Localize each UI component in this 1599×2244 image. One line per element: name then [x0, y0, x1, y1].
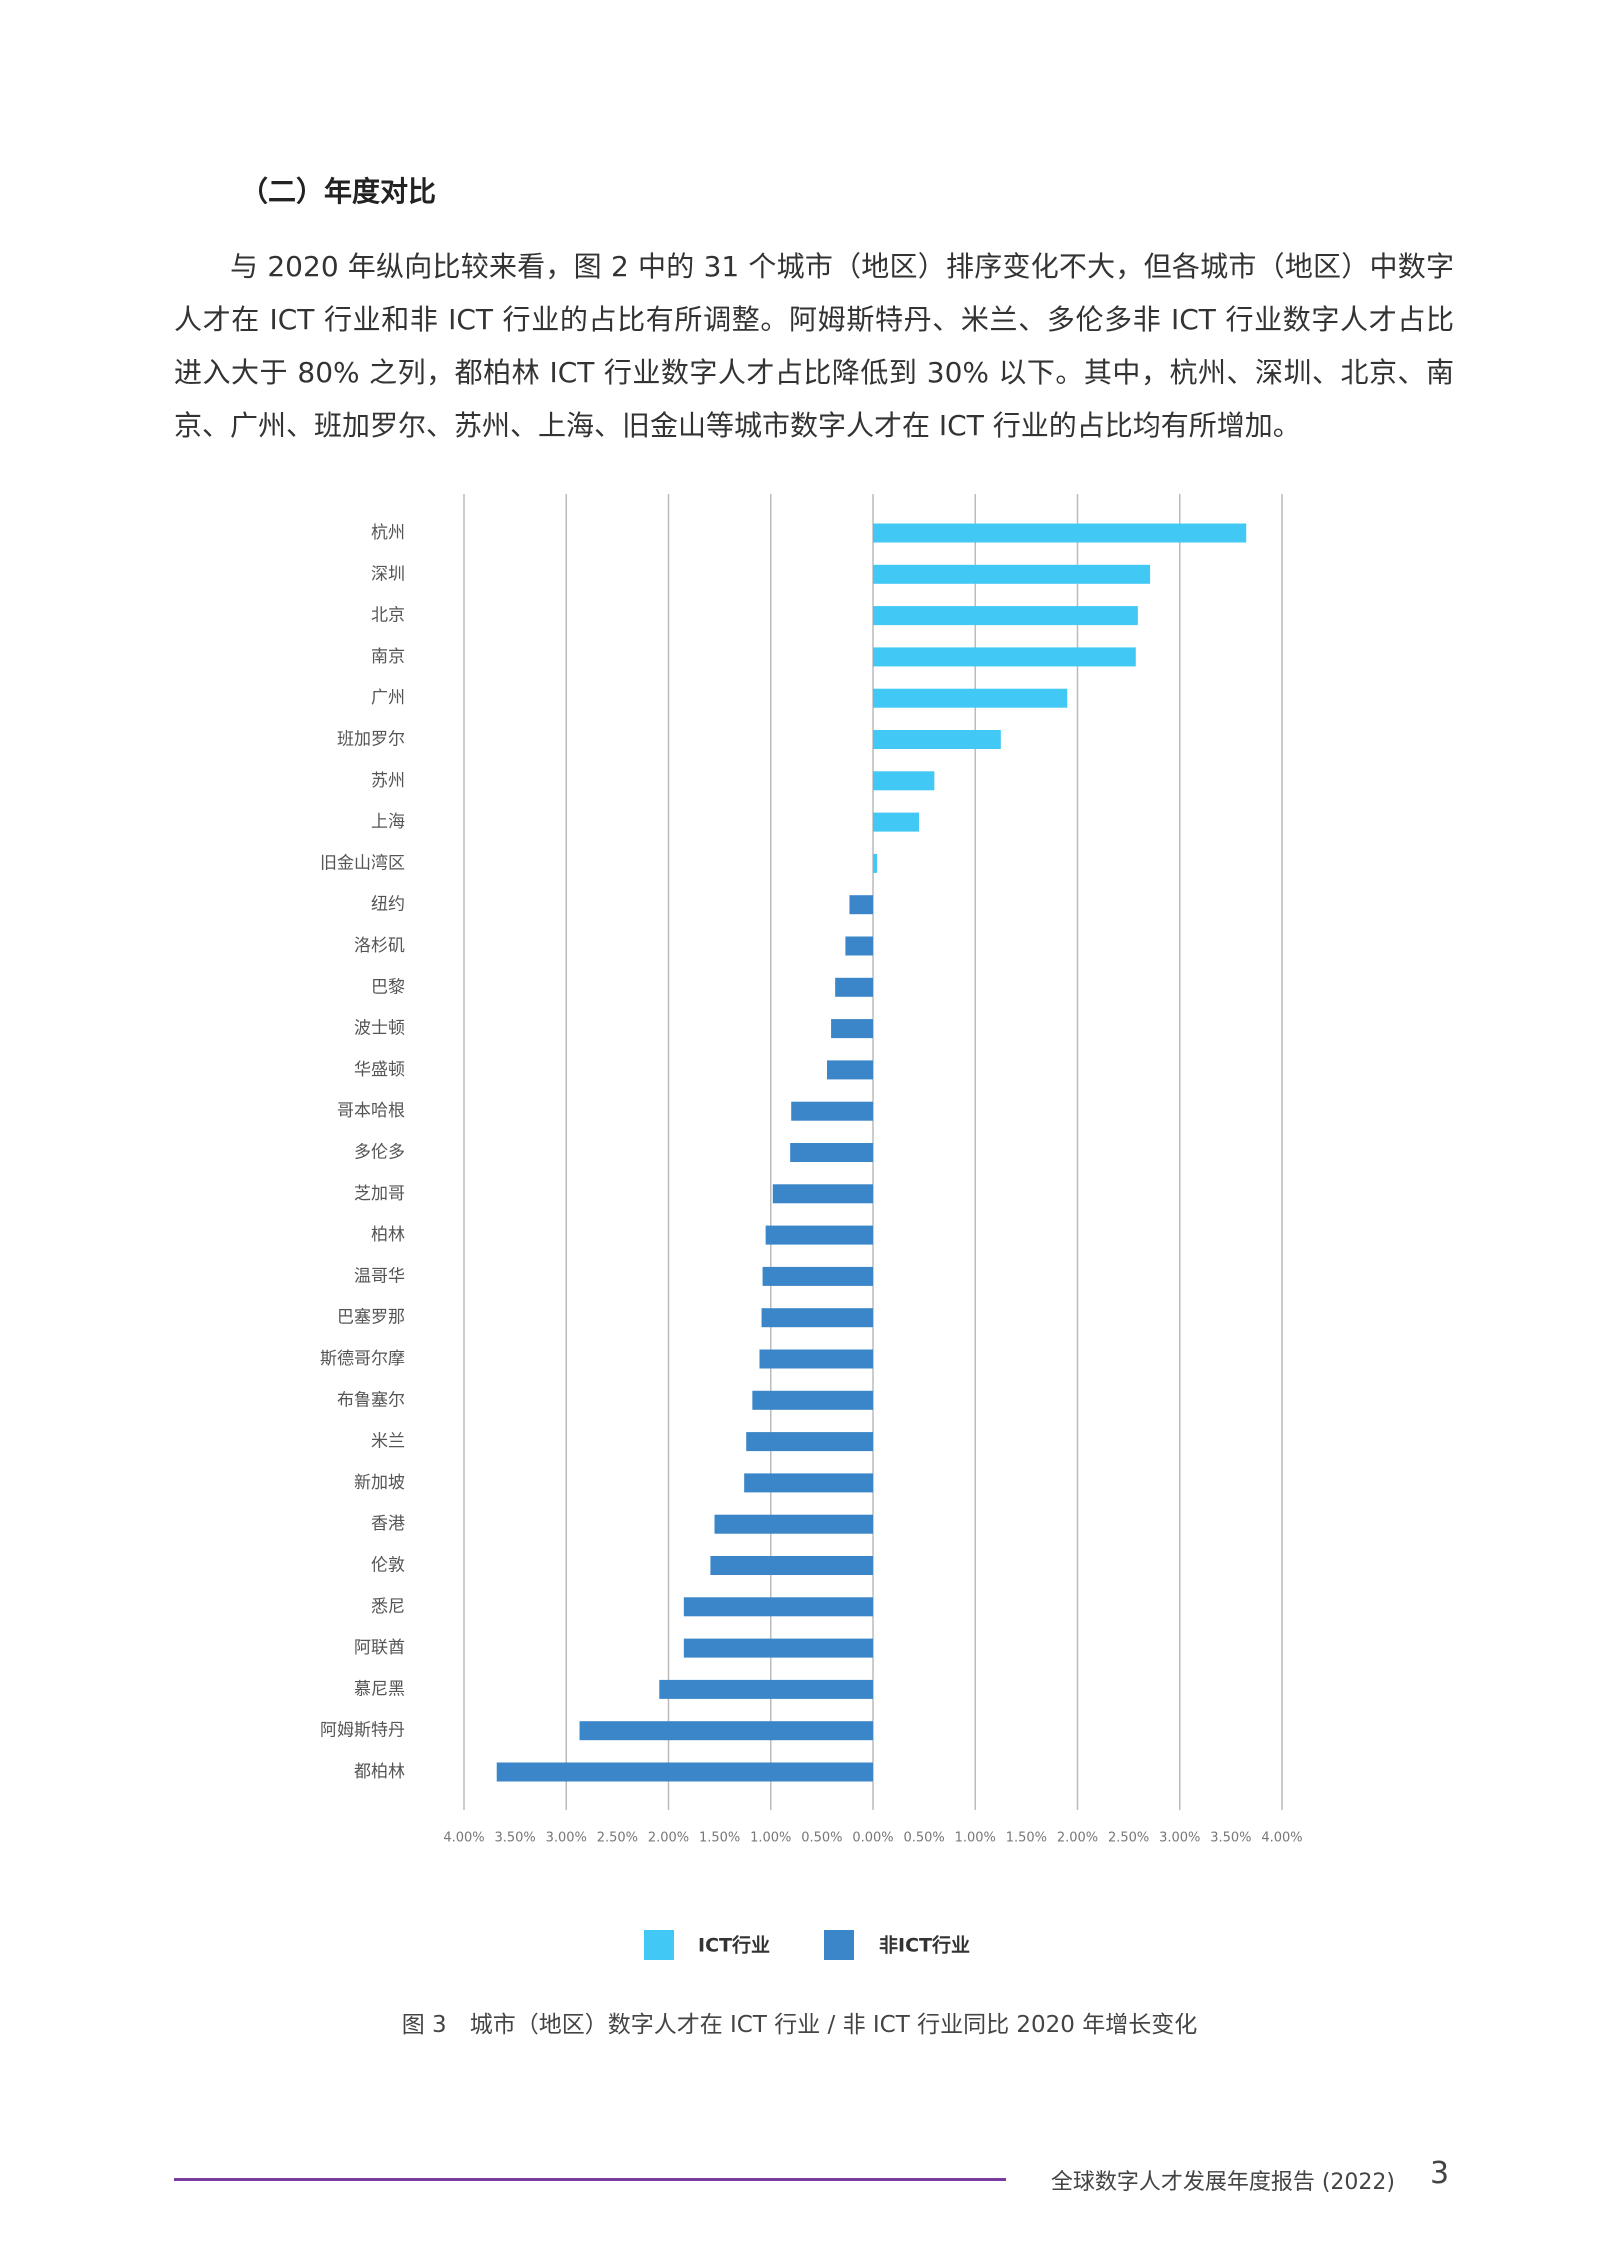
y-tick-label: 巴黎 [371, 977, 405, 997]
x-tick-label: 2.50% [1108, 1831, 1149, 1846]
y-tick-label: 温哥华 [354, 1266, 405, 1286]
y-tick-label: 巴塞罗那 [337, 1308, 405, 1328]
paragraph: 与 2020 年纵向比较来看，图 2 中的 31 个城市（地区）排序变化不大，但… [174, 250, 1454, 442]
bar [746, 1432, 873, 1452]
bar [845, 936, 873, 956]
y-tick-label: 广州 [371, 688, 405, 708]
x-tick-label: 1.50% [699, 1831, 740, 1846]
x-tick-label: 1.00% [955, 1831, 996, 1846]
x-tick-label: 0.00% [852, 1831, 893, 1846]
legend-swatch [824, 1930, 854, 1960]
x-tick-label: 2.00% [1057, 1831, 1098, 1846]
x-tick-label: 2.50% [597, 1831, 638, 1846]
bar [873, 647, 1136, 667]
x-tick-label: 4.00% [1261, 1831, 1302, 1846]
bar [752, 1390, 873, 1410]
y-tick-label: 都柏林 [354, 1762, 405, 1782]
y-tick-label: 慕尼黑 [354, 1679, 405, 1699]
bar [761, 1308, 873, 1328]
bar [873, 812, 920, 832]
y-tick-label: 阿姆斯特丹 [320, 1721, 405, 1741]
figure-caption: 图 3 城市（地区）数字人才在 ICT 行业 / 非 ICT 行业同比 2020… [401, 2012, 1198, 2038]
page-number: 3 [1430, 2156, 1450, 2191]
y-tick-label: 班加罗尔 [337, 730, 405, 750]
bar [873, 730, 1001, 749]
bar [791, 1101, 873, 1121]
y-tick-label: 旧金山湾区 [320, 853, 405, 873]
y-tick-label: 香港 [371, 1514, 405, 1534]
bar [831, 1019, 873, 1039]
bar [849, 895, 873, 915]
legend-label: ICT行业 [698, 1934, 770, 1957]
x-tick-label: 0.50% [801, 1831, 842, 1846]
y-tick-label: 杭州 [371, 523, 405, 543]
bar [873, 564, 1151, 584]
bar [759, 1349, 873, 1369]
bar [772, 1184, 873, 1204]
bar [579, 1721, 873, 1741]
x-tick-label: 1.00% [750, 1831, 791, 1846]
x-tick-label: 1.50% [1006, 1831, 1047, 1846]
bar [835, 977, 873, 997]
x-tick-label: 3.50% [494, 1831, 535, 1846]
legend-label: 非ICT行业 [879, 1934, 970, 1957]
y-tick-label: 南京 [371, 647, 405, 667]
y-tick-label: 华盛顿 [354, 1060, 405, 1080]
bar [873, 853, 878, 873]
y-tick-label: 多伦多 [354, 1143, 405, 1163]
y-tick-label: 哥本哈根 [337, 1101, 405, 1121]
section-title: （二）年度对比 [240, 175, 437, 208]
y-tick-label: 伦敦 [371, 1556, 405, 1576]
y-tick-label: 阿联酋 [354, 1638, 405, 1658]
bar [873, 606, 1138, 626]
bar [873, 688, 1068, 708]
bar [714, 1514, 873, 1534]
x-tick-label: 4.00% [443, 1831, 484, 1846]
y-tick-label: 深圳 [371, 564, 405, 584]
bar [659, 1679, 873, 1699]
legend-swatch [644, 1930, 674, 1960]
bar [683, 1638, 873, 1658]
bar [744, 1473, 873, 1493]
footer-rule [174, 2178, 1006, 2181]
x-tick-label: 0.50% [903, 1831, 944, 1846]
y-tick-label: 斯德哥尔摩 [320, 1349, 405, 1369]
y-tick-label: 新加坡 [354, 1473, 405, 1493]
y-tick-label: 苏州 [371, 771, 405, 791]
bar [710, 1556, 873, 1575]
y-tick-label: 米兰 [371, 1432, 405, 1452]
x-tick-label: 3.00% [1159, 1831, 1200, 1846]
x-tick-label: 3.50% [1210, 1831, 1251, 1846]
bar [683, 1597, 873, 1617]
bar [873, 771, 935, 791]
footer-title: 全球数字人才发展年度报告 (2022) [1050, 2170, 1395, 2195]
bar [873, 523, 1247, 543]
x-tick-label: 2.00% [648, 1831, 689, 1846]
y-tick-label: 波士顿 [354, 1019, 405, 1039]
y-tick-label: 芝加哥 [354, 1184, 405, 1204]
x-tick-label: 3.00% [546, 1831, 587, 1846]
bar [790, 1143, 873, 1162]
bar [762, 1266, 873, 1286]
bar [496, 1762, 873, 1782]
bar [826, 1060, 873, 1080]
y-tick-label: 柏林 [371, 1225, 405, 1245]
y-tick-label: 洛杉矶 [354, 936, 405, 956]
y-tick-label: 纽约 [371, 895, 405, 915]
bar [765, 1225, 873, 1245]
y-tick-label: 上海 [371, 812, 405, 832]
y-tick-label: 北京 [371, 606, 405, 626]
y-tick-label: 悉尼 [371, 1597, 405, 1617]
y-tick-label: 布鲁塞尔 [337, 1390, 405, 1410]
